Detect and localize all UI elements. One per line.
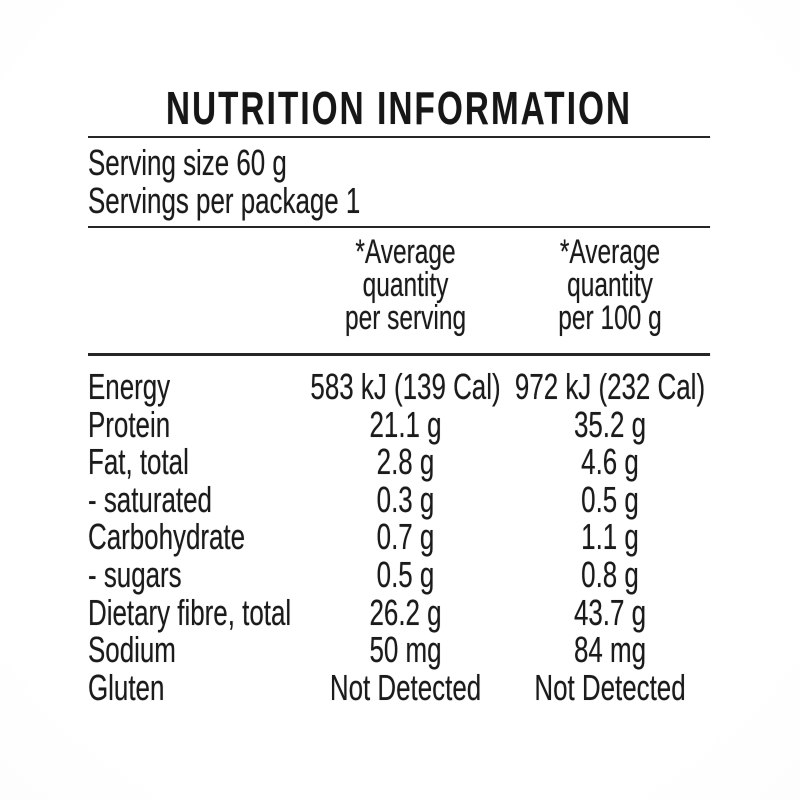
table-row-protein: Protein 21.1 g 35.2 g	[88, 403, 710, 445]
nutrient-name: Gluten	[88, 666, 165, 708]
nutrition-label-panel: NUTRITION INFORMATION Serving size 60 g …	[88, 82, 711, 706]
column-header-line: quantity	[567, 266, 653, 304]
table-row-energy: Energy 583 kJ (139 Cal) 972 kJ (232 Cal)	[88, 368, 710, 406]
table-row-carbohydrate: Carbohydrate 0.7 g 1.1 g	[88, 518, 710, 556]
nutrient-column-spacer	[88, 236, 301, 335]
nutrient-name: - saturated	[88, 478, 212, 520]
value-per-100g: Not Detected	[534, 666, 686, 708]
value-per-serving: Not Detected	[329, 666, 482, 708]
column-header-line: per serving	[344, 299, 467, 337]
value-per-serving: 0.3 g	[376, 478, 435, 520]
nutrient-name: Carbohydrate	[88, 516, 246, 558]
value-per-serving: 26.2 g	[369, 591, 442, 633]
table-row-saturated: - saturated 0.3 g 0.5 g	[88, 481, 710, 519]
label-title: NUTRITION INFORMATION	[166, 82, 633, 134]
nutrient-name: Fat, total	[88, 441, 189, 483]
column-header-per-100g: *Average quantity per 100 g	[510, 233, 710, 337]
nutrition-table-body: Energy 583 kJ (139 Cal) 972 kJ (232 Cal)…	[88, 368, 710, 706]
nutrient-name: Sodium	[88, 629, 176, 671]
table-row-fat-total: Fat, total 2.8 g 4.6 g	[88, 443, 710, 481]
value-per-100g: 35.2 g	[573, 403, 647, 445]
divider-under-title	[88, 136, 711, 138]
nutrient-name: Energy	[88, 366, 171, 407]
serving-info: Serving size 60 g Servings per package 1	[88, 144, 710, 220]
serving-size-text: Serving size 60 g	[88, 142, 287, 183]
value-per-serving: 50 mg	[369, 629, 442, 671]
column-header-line: per 100 g	[558, 299, 662, 337]
nutrient-name: Protein	[88, 403, 171, 445]
value-per-100g: 4.6 g	[581, 441, 639, 483]
column-header-line: *Average	[559, 233, 661, 271]
value-per-100g: 972 kJ (232 Cal)	[514, 366, 706, 407]
column-header-row: *Average quantity per serving *Average q…	[88, 233, 710, 353]
value-per-serving: 583 kJ (139 Cal)	[310, 366, 501, 407]
divider-under-headers	[88, 353, 711, 356]
value-per-serving: 0.7 g	[376, 516, 435, 558]
value-per-100g: 1.1 g	[581, 516, 639, 558]
nutrient-name: - sugars	[88, 553, 182, 595]
table-row-sodium: Sodium 50 mg 84 mg	[88, 631, 710, 669]
column-header-per-serving: *Average quantity per serving	[301, 233, 510, 337]
divider-under-serving	[88, 226, 711, 228]
nutrient-name: Dietary fibre, total	[88, 591, 292, 633]
servings-per-package-text: Servings per package 1	[88, 180, 361, 221]
column-header-line: quantity	[362, 266, 449, 304]
value-per-100g: 84 mg	[573, 629, 647, 671]
value-per-serving: 21.1 g	[369, 403, 442, 445]
value-per-100g: 0.8 g	[581, 553, 639, 595]
table-row-gluten: Gluten Not Detected Not Detected	[88, 669, 710, 707]
value-per-100g: 43.7 g	[573, 591, 647, 633]
table-row-sugars: - sugars 0.5 g 0.8 g	[88, 556, 710, 594]
column-header-line: *Average	[355, 233, 456, 271]
value-per-serving: 2.8 g	[376, 441, 435, 483]
value-per-serving: 0.5 g	[376, 553, 435, 595]
value-per-100g: 0.5 g	[581, 478, 639, 520]
table-row-dietary-fibre: Dietary fibre, total 26.2 g 43.7 g	[88, 591, 710, 633]
